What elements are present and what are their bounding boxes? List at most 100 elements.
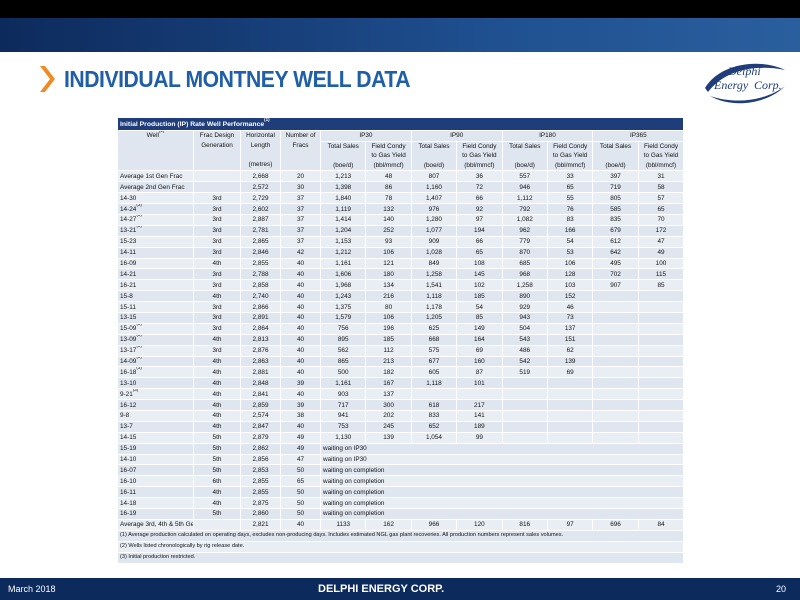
chevron	[40, 66, 55, 92]
cell: 140	[365, 213, 412, 226]
cell: 101	[456, 377, 503, 390]
cell: 42	[280, 246, 321, 259]
cell: 1,082	[501, 213, 548, 226]
sub-header-text: Total Sales	[418, 142, 450, 150]
cell: 2,881	[240, 366, 281, 379]
cell: 137	[546, 322, 594, 335]
cell: 4th	[193, 497, 241, 509]
caption-text: Initial Production (IP) Rate Well Perfor…	[120, 120, 265, 128]
cell: 100	[637, 257, 685, 270]
cell: 87	[456, 366, 503, 379]
cell: 903	[319, 388, 367, 401]
data-row: 16-18(3) 4th 2,881 40 500 182 605 87 519 69	[117, 366, 685, 379]
well-cell: 14-09(3)	[117, 355, 194, 368]
cell: 139	[365, 431, 412, 444]
well-name: 14-30	[120, 194, 137, 202]
well-name: 16-10	[120, 477, 137, 485]
cell: 495	[592, 257, 639, 270]
cell: 2,859	[240, 399, 281, 411]
empty-cell	[546, 399, 594, 411]
data-row: Average 3rd, 4th & 5th Gen Frac 2,8214011…	[117, 518, 685, 531]
cell: 30	[280, 181, 321, 194]
well-cell: 13-7	[117, 420, 194, 433]
cell: 20	[280, 170, 321, 183]
cell: 976	[410, 203, 458, 215]
cell: 37	[280, 213, 321, 226]
cell: 36	[456, 170, 503, 183]
well-cell: 16-07	[117, 464, 194, 477]
cell: 1133	[319, 518, 367, 531]
well-note: (3)	[136, 345, 142, 349]
cell: 1,212	[319, 246, 367, 259]
empty-cell	[637, 290, 685, 303]
well-cell: Average 1st Gen Frac	[117, 170, 194, 183]
cell: 93	[365, 235, 412, 248]
cell: 833	[410, 409, 458, 422]
well-name: 14-10	[120, 455, 137, 463]
sub-header-text: Field Condy to Gas Yield	[552, 142, 588, 160]
footer-company: DELPHI ENERGY CORP.	[318, 583, 445, 595]
well-cell: 13-15	[117, 311, 194, 324]
cell: 943	[501, 311, 548, 324]
cell: 907	[592, 279, 639, 292]
cell: 756	[319, 322, 367, 335]
well-note: (3)	[136, 203, 142, 207]
well-name: 14-27	[120, 216, 137, 224]
cell: 1,243	[319, 290, 367, 303]
empty-cell	[637, 399, 685, 411]
data-row: 15-23 3rd 2,865 37 1,153 93 909 66 779 54 612 47	[117, 235, 685, 248]
empty-cell	[592, 301, 639, 313]
header-note: (2)	[158, 130, 165, 133]
empty-cell	[637, 311, 685, 324]
well-cell: 13-10	[117, 377, 194, 390]
empty-cell	[592, 344, 639, 357]
cell: 137	[365, 388, 412, 401]
cell: 54	[456, 301, 503, 313]
cell: 134	[365, 279, 412, 292]
cell: 702	[592, 268, 639, 281]
data-row: 15-8 4th 2,740 40 1,243 216 1,118 185 890 152	[117, 290, 685, 303]
sub-header: Total Sales (boe/d)	[410, 140, 458, 172]
data-row: 13-09(3) 4th 2,813 40 895 185 668 164 543 151	[117, 333, 685, 346]
status-cell: waiting on IP30	[319, 453, 685, 466]
cell: 3rd	[193, 192, 241, 205]
cell: 54	[546, 235, 594, 248]
sub-header-unit: (boe/d)	[605, 161, 626, 169]
cell: 76	[546, 203, 594, 215]
well-cell: 13-21(3)	[117, 224, 194, 237]
empty-cell	[546, 377, 594, 390]
well-cell: 15-23	[117, 235, 194, 248]
cell: 696	[592, 518, 639, 531]
cell: 3rd	[193, 268, 241, 281]
cell: 252	[365, 224, 412, 237]
well-name: 15-23	[120, 238, 137, 246]
cell: 106	[365, 246, 412, 259]
cell: 4th	[193, 399, 241, 411]
well-name: 16-09	[120, 259, 137, 267]
header-row: Total Sales (boe/d) Field Condy to Gas Yie…	[117, 140, 685, 172]
cell: 4th	[193, 257, 241, 270]
cell: 807	[410, 170, 458, 183]
cell: 1,204	[319, 224, 367, 237]
cell: 50	[280, 486, 321, 499]
well-note: (3)	[136, 356, 142, 359]
page-number: 20	[776, 584, 787, 594]
well-cell: 15-11	[117, 301, 194, 313]
caption-row: Initial Production (IP) Rate Well Perfor…	[116, 117, 685, 131]
cell: 3rd	[193, 213, 241, 226]
empty-cell	[637, 301, 685, 313]
cell: 196	[365, 322, 412, 335]
well-cell: 13-09(3)	[117, 333, 194, 346]
cell: 66	[456, 235, 503, 248]
well-name: 14-21	[120, 270, 137, 278]
well-cell: 16-21	[117, 279, 194, 292]
cell: 642	[592, 246, 639, 259]
well-cell: 13-17(3)	[117, 344, 194, 357]
cell: 2,863	[240, 355, 281, 368]
well-note: (3)	[132, 388, 139, 392]
cell: 2,846	[240, 246, 281, 259]
cell: 40	[280, 333, 321, 346]
cell: 300	[365, 399, 412, 411]
cell: 2,813	[240, 333, 281, 346]
empty-cell	[501, 420, 548, 433]
